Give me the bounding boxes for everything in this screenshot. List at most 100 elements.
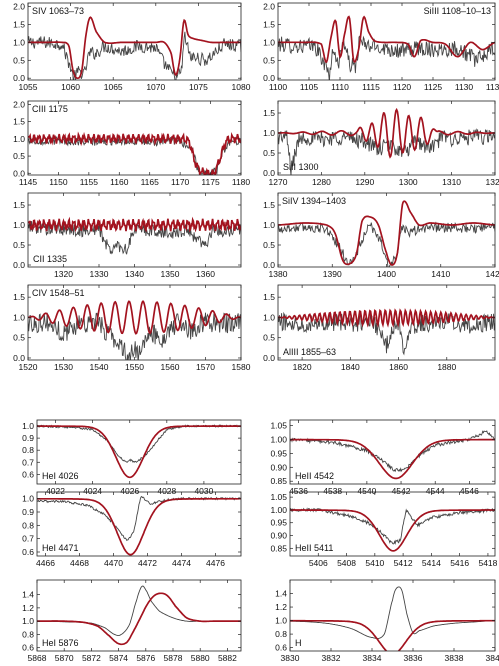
y-tick-label: 0.5 — [263, 333, 275, 343]
y-tick-label: 1.00 — [270, 505, 287, 515]
series-model-hei4471 — [37, 497, 241, 556]
panel-hei5876: 5868 5870 5872 5874 5876 5878 5880 5882 0.6 0.8 1.… — [22, 579, 242, 663]
x-tick-label: 1410 — [431, 269, 450, 279]
y-tick-label: 0.0 — [13, 73, 25, 83]
x-tick-label: 5418 — [478, 558, 497, 568]
y-tick-label: 0.6 — [275, 643, 287, 653]
x-tick-label: 1105 — [300, 82, 319, 92]
y-tick-label: 0.5 — [13, 55, 25, 65]
x-tick-label: 1075 — [189, 82, 208, 92]
x-tick-label: 1360 — [196, 269, 215, 279]
x-tick-label: 1580 — [232, 362, 251, 372]
plot-frame — [277, 2, 496, 81]
x-tick-label: 1180 — [232, 177, 251, 187]
y-tick-label: 0.5 — [13, 333, 25, 343]
panel-hei4026: 4022 4024 4026 4028 4030 0.6 0.7 0.8 0.9 1.0 HeI 4… — [22, 419, 242, 496]
series-model-siiii1108 — [278, 15, 495, 64]
panel-heii5411: 5406 5408 5410 5412 5414 5416 5418 0.85 0.90 0.95… — [270, 491, 498, 568]
y-tick-label: 1.0 — [263, 37, 275, 47]
series-model-h3835 — [290, 619, 495, 651]
panel-label: HeI 5876 — [42, 638, 79, 648]
y-tick-label: 0.6 — [22, 547, 34, 557]
x-tick-label: 1840 — [341, 362, 360, 372]
y-tick-label: 0.6 — [22, 643, 34, 653]
y-tick-label: 1.4 — [275, 589, 287, 599]
x-tick-label: 5870 — [55, 653, 74, 663]
series-observed-heii4542 — [290, 430, 495, 473]
x-tick-label: 3830 — [281, 653, 300, 663]
x-tick-label: 5878 — [164, 653, 183, 663]
x-tick-label: 1070 — [146, 82, 165, 92]
x-tick-label: 1280 — [312, 177, 331, 187]
x-tick-label: 1330 — [90, 269, 109, 279]
y-tick-label: 0.85 — [270, 543, 287, 553]
series-observed-hei4026 — [37, 424, 241, 463]
x-tick-label: 4474 — [172, 558, 191, 568]
y-tick-label: 0.5 — [263, 55, 275, 65]
series-model-siiv1394 — [278, 200, 495, 266]
x-tick-label: 4544 — [426, 486, 445, 496]
panel-label: HeI 4026 — [42, 471, 79, 481]
panel-label: SIV 1063–73 — [32, 6, 84, 16]
plot-frame — [36, 419, 242, 485]
x-tick-label: 4476 — [206, 558, 225, 568]
y-tick-label: 1.5 — [13, 19, 25, 29]
series-observed-siiv1394 — [278, 221, 495, 267]
x-tick-label: 5416 — [450, 558, 469, 568]
x-tick-label: 1560 — [161, 362, 180, 372]
x-tick-label: 4538 — [323, 486, 342, 496]
series-model-heii4542 — [290, 438, 495, 480]
x-tick-label: 1145 — [19, 177, 38, 187]
x-tick-label: 1100 — [269, 82, 288, 92]
y-tick-label: 0.5 — [263, 240, 275, 250]
plot-frame — [289, 491, 496, 557]
y-tick-label: 0.85 — [270, 476, 287, 486]
plot-frame — [36, 491, 242, 557]
y-tick-label: 0.6 — [22, 469, 34, 479]
plot-frame — [277, 100, 496, 176]
x-tick-label: 1055 — [19, 82, 38, 92]
y-tick-label: 0.0 — [13, 168, 25, 178]
x-tick-label: 5412 — [394, 558, 413, 568]
x-tick-label: 4030 — [194, 486, 213, 496]
x-tick-label: 5874 — [109, 653, 128, 663]
y-tick-label: 1.0 — [275, 616, 287, 626]
x-tick-label: 1170 — [171, 177, 190, 187]
panel-heii4542: 4536 4538 4540 4542 4544 4546 0.85 0.90 0.95 1.00… — [270, 419, 496, 496]
y-tick-label: 0.8 — [22, 445, 34, 455]
panel-label: AlIII 1855–63 — [283, 347, 336, 357]
x-tick-label: 4022 — [46, 486, 65, 496]
x-tick-label: 1270 — [269, 177, 288, 187]
x-tick-label: 1130 — [455, 82, 474, 92]
x-tick-label: 5882 — [218, 653, 237, 663]
x-tick-label: 1530 — [54, 362, 73, 372]
y-tick-label: 1.0 — [263, 312, 275, 322]
x-tick-label: 4470 — [104, 558, 123, 568]
y-tick-label: 1.5 — [13, 200, 25, 210]
y-tick-label: 0.7 — [22, 457, 34, 467]
y-tick-label: 0.8 — [22, 520, 34, 530]
panel-ciii1175: 1145 1150 1155 1160 1165 1170 1175 1180 0.0 0.5 1.… — [13, 99, 250, 187]
y-tick-label: 1.5 — [263, 292, 275, 302]
x-tick-label: 5880 — [191, 653, 210, 663]
y-tick-label: 1.0 — [13, 134, 25, 144]
x-tick-label: 1125 — [424, 82, 443, 92]
series-observed-siiv1063 — [28, 31, 241, 80]
y-tick-label: 0.0 — [13, 260, 25, 270]
x-tick-label: 1160 — [110, 177, 129, 187]
y-tick-label: 1.0 — [13, 312, 25, 322]
panel-label: CIV 1548–51 — [32, 288, 85, 298]
x-tick-label: 5872 — [82, 653, 101, 663]
x-tick-label: 5410 — [365, 558, 384, 568]
x-tick-label: 1110 — [331, 82, 349, 92]
x-tick-label: 1340 — [125, 269, 144, 279]
x-tick-label: 4546 — [460, 486, 479, 496]
series-observed-civ1548 — [28, 312, 241, 360]
panel-label: CII 1335 — [33, 254, 67, 264]
y-tick-label: 0.9 — [22, 433, 34, 443]
x-tick-label: 4472 — [138, 558, 157, 568]
x-tick-label: 1060 — [61, 82, 80, 92]
